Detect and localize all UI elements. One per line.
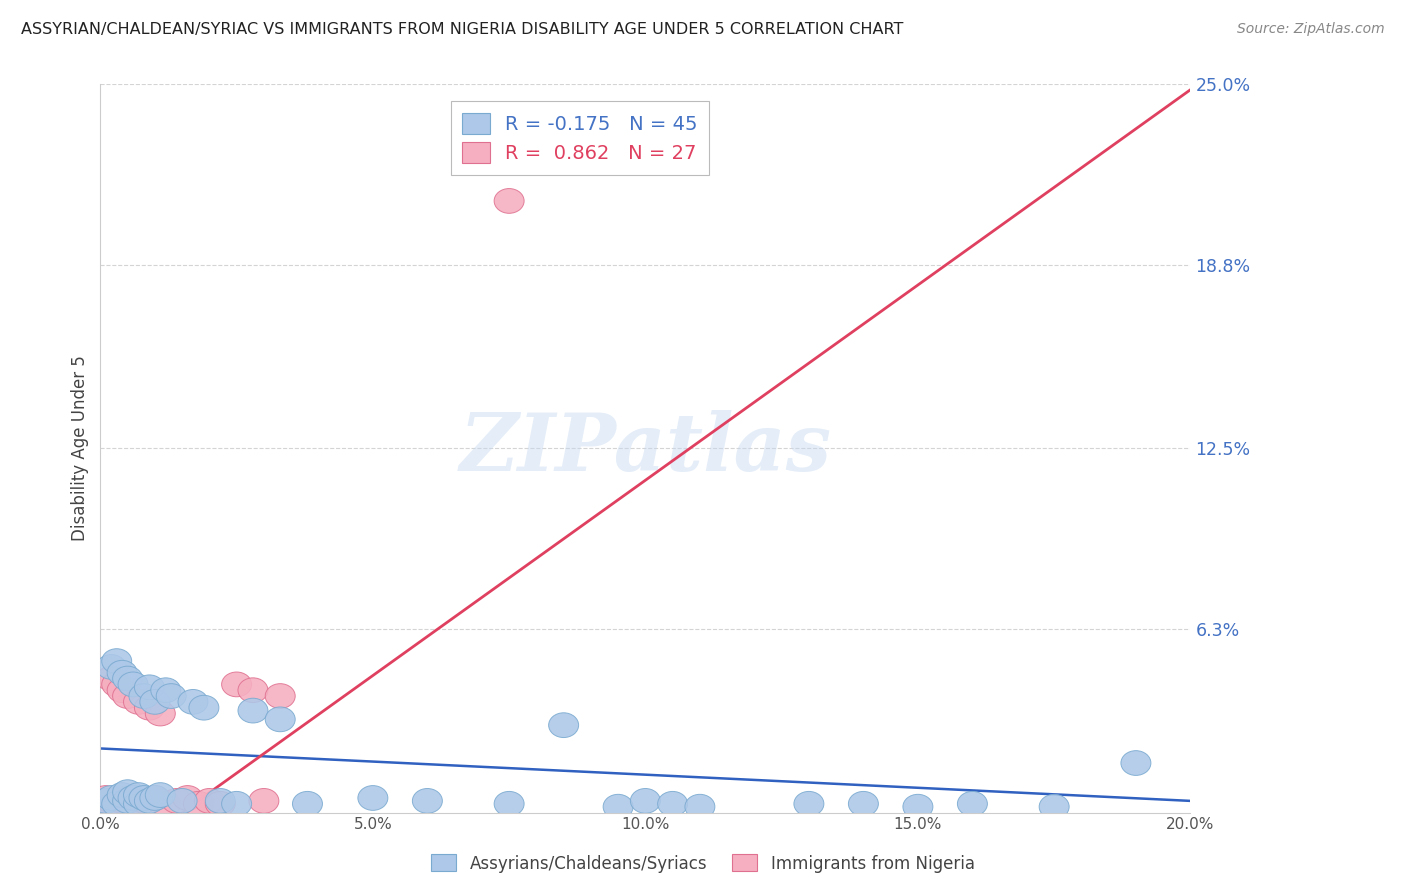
Ellipse shape [162,789,191,814]
Ellipse shape [101,672,132,697]
Ellipse shape [91,789,121,814]
Ellipse shape [848,791,879,816]
Ellipse shape [903,795,934,819]
Ellipse shape [129,786,159,810]
Ellipse shape [494,188,524,213]
Ellipse shape [603,795,633,819]
Ellipse shape [150,678,181,703]
Ellipse shape [658,791,688,816]
Ellipse shape [1039,795,1069,819]
Ellipse shape [957,791,987,816]
Ellipse shape [101,648,132,673]
Ellipse shape [96,786,127,810]
Text: ZIPatlas: ZIPatlas [460,409,831,487]
Ellipse shape [685,795,714,819]
Ellipse shape [101,791,132,816]
Ellipse shape [794,791,824,816]
Ellipse shape [112,786,142,810]
Ellipse shape [205,791,235,816]
Ellipse shape [194,789,225,814]
Ellipse shape [139,690,170,714]
Ellipse shape [156,683,186,708]
Ellipse shape [359,786,388,810]
Ellipse shape [112,683,142,708]
Ellipse shape [124,791,153,816]
Ellipse shape [118,672,148,697]
Ellipse shape [107,782,138,807]
Ellipse shape [135,675,165,699]
Ellipse shape [266,707,295,731]
Ellipse shape [548,713,579,738]
Ellipse shape [292,791,322,816]
Ellipse shape [222,672,252,697]
Ellipse shape [139,786,170,810]
Ellipse shape [129,789,159,814]
Ellipse shape [173,786,202,810]
Ellipse shape [205,789,235,814]
Ellipse shape [494,791,524,816]
Ellipse shape [107,660,138,685]
Ellipse shape [249,789,278,814]
Ellipse shape [266,683,295,708]
Ellipse shape [124,782,153,807]
Text: ASSYRIAN/CHALDEAN/SYRIAC VS IMMIGRANTS FROM NIGERIA DISABILITY AGE UNDER 5 CORRE: ASSYRIAN/CHALDEAN/SYRIAC VS IMMIGRANTS F… [21,22,904,37]
Ellipse shape [135,696,165,720]
Ellipse shape [107,678,138,703]
Ellipse shape [107,789,138,814]
Ellipse shape [91,791,121,816]
Ellipse shape [630,789,661,814]
Ellipse shape [150,791,181,816]
Ellipse shape [145,782,176,807]
Ellipse shape [145,701,176,726]
Ellipse shape [118,791,148,816]
Ellipse shape [139,786,170,810]
Ellipse shape [124,690,153,714]
Ellipse shape [183,791,214,816]
Ellipse shape [188,696,219,720]
Ellipse shape [238,678,269,703]
Ellipse shape [112,789,142,814]
Ellipse shape [179,690,208,714]
Ellipse shape [96,666,127,691]
Ellipse shape [96,655,127,680]
Ellipse shape [1121,751,1152,775]
Ellipse shape [118,786,148,810]
Legend: Assyrians/Chaldeans/Syriacs, Immigrants from Nigeria: Assyrians/Chaldeans/Syriacs, Immigrants … [425,847,981,880]
Y-axis label: Disability Age Under 5: Disability Age Under 5 [72,356,89,541]
Ellipse shape [222,791,252,816]
Text: Source: ZipAtlas.com: Source: ZipAtlas.com [1237,22,1385,37]
Ellipse shape [167,789,197,814]
Legend: R = -0.175   N = 45, R =  0.862   N = 27: R = -0.175 N = 45, R = 0.862 N = 27 [451,102,709,175]
Ellipse shape [129,683,159,708]
Ellipse shape [96,789,127,814]
Ellipse shape [135,789,165,814]
Ellipse shape [112,666,142,691]
Ellipse shape [238,698,269,723]
Ellipse shape [101,791,132,816]
Ellipse shape [112,780,142,805]
Ellipse shape [412,789,443,814]
Ellipse shape [91,786,121,810]
